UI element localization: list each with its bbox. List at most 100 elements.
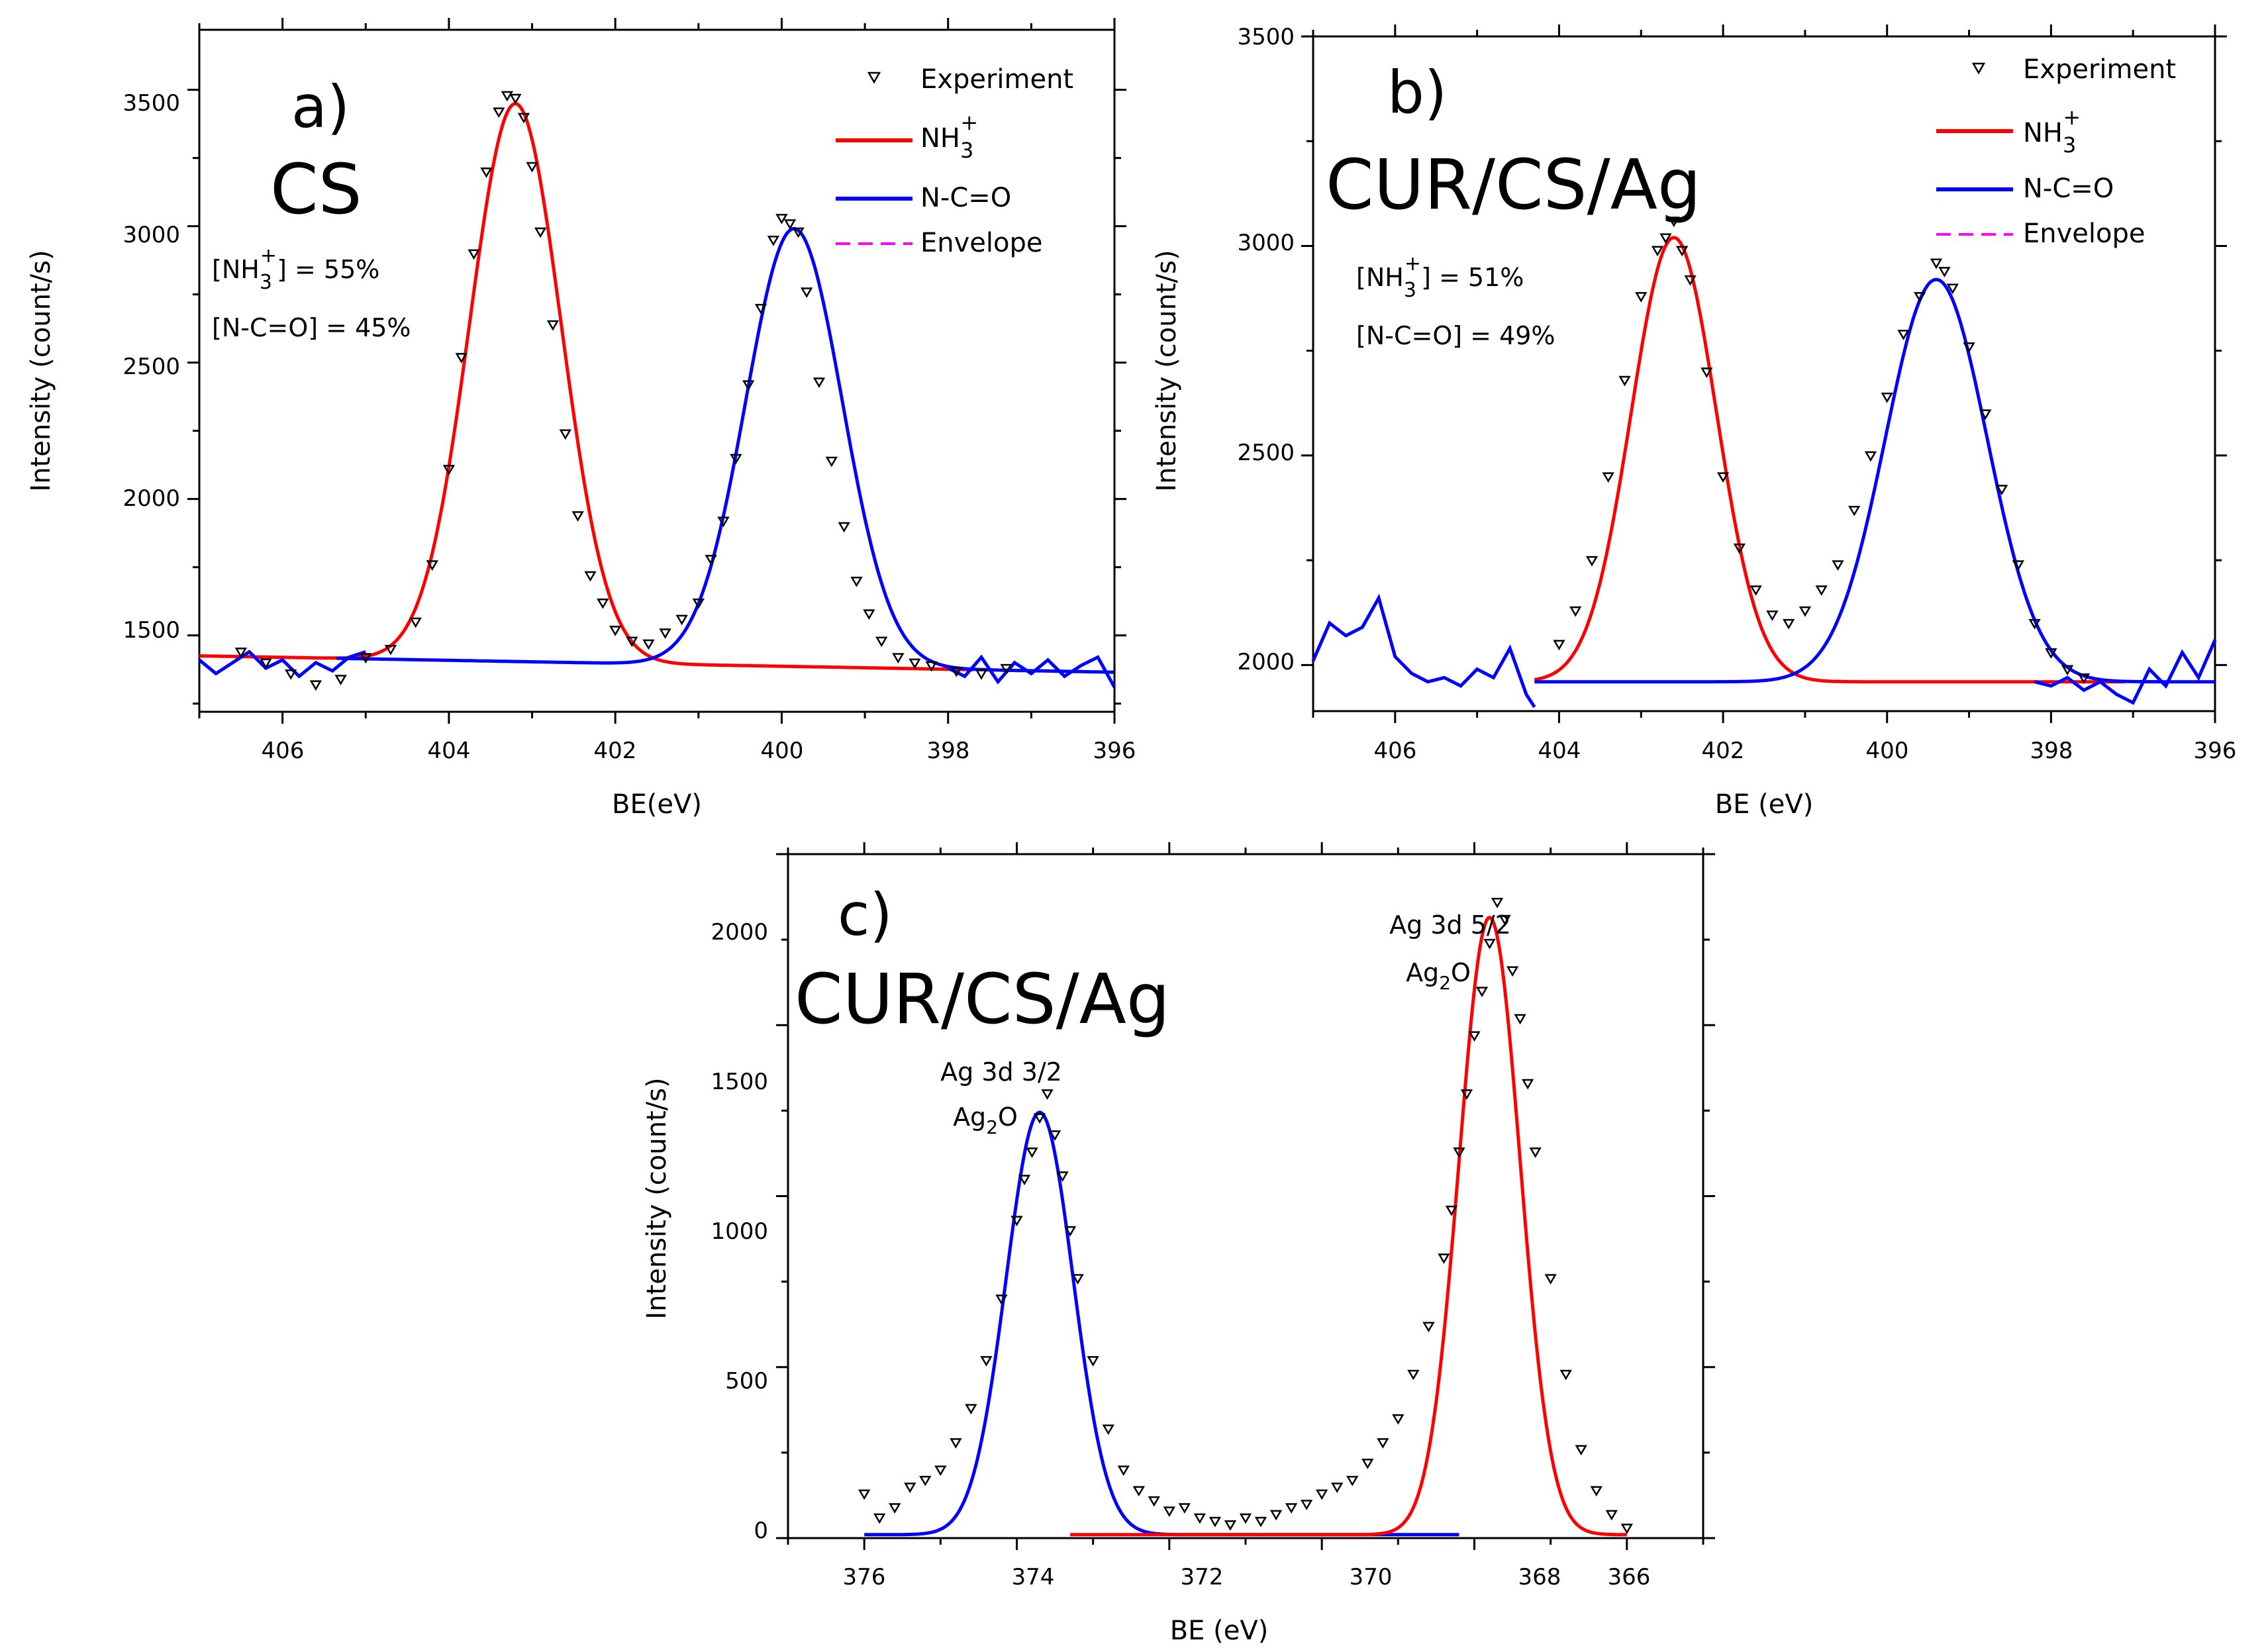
experiment-point [800,287,813,299]
experiment-point [309,680,322,691]
experiment-point [1445,1205,1458,1216]
experiment-point [1468,1031,1481,1042]
experiment-point [1285,1503,1298,1514]
annotation-ag3d32: Ag 3d 3/2 [940,1057,1062,1087]
experiment-point [792,227,805,238]
panel-letter: b) [1387,58,1447,126]
y-tick-label: 1500 [123,617,180,644]
experiment-point [850,576,863,587]
experiment-point [925,661,938,672]
experiment-point [1716,472,1730,483]
experiment-point [1163,1506,1176,1518]
experiment-point [1618,375,1631,387]
sample-label: CUR/CS/Ag [795,959,1170,1040]
legend-label-experiment: Experiment [2023,54,2176,85]
x-tick-label: 404 [428,738,471,764]
x-tick-label: 376 [843,1564,886,1590]
experiment-point [409,617,422,628]
panel-a: 406 404 402 400 398 396 1500 2000 2500 3… [26,18,1136,820]
fit-curve-nh3- [199,101,973,671]
experiment-point [1585,556,1599,567]
annotation-nh3-fraction: [NH3+] = 55% [212,244,379,294]
experiment-point [546,320,560,331]
experiment-point [1995,485,2008,496]
experiment-point [1377,1438,1389,1449]
experiment-point [1946,283,1959,295]
experiment-point [526,162,538,173]
experiment-point [360,653,372,664]
y-tick-label: 1000 [711,1218,768,1245]
panel-letter: c) [838,881,893,949]
legend-label-nco: N-C=O [920,183,1011,213]
x-tick-label: 368 [1518,1564,1561,1590]
experiment-point [1651,246,1664,257]
edge-trace [198,650,367,679]
experiment-point [493,107,505,119]
legend-label-experiment: Experiment [920,64,1073,95]
experiment-point [1300,1500,1313,1510]
experiment-point [1193,1513,1207,1524]
experiment-point [597,598,609,609]
experiment-point [1832,560,1844,571]
y-axis-label: Intensity (count/s) [642,1077,672,1319]
edge-trace [1311,593,1536,708]
experiment-point [889,1503,901,1514]
panel-b: 406 404 402 400 398 396 2000 2500 3000 3… [1152,24,2236,820]
experiment-point [626,636,638,648]
experiment-point [1701,367,1713,378]
experiment-point [975,669,988,680]
experiment-point [1514,1014,1526,1025]
annotation-ag3d52: Ag 3d 5/2 [1389,910,1511,940]
experiment-point [1559,1369,1572,1381]
x-tick-label: 398 [2030,738,2073,764]
experiment-point [1407,1369,1420,1381]
experiment-point [775,214,788,224]
plot-data [858,898,1634,1537]
x-tick-label: 400 [1866,738,1909,764]
legend: Experiment NH3+ N-C=O Envelope [1936,54,2176,249]
edge-trace [947,654,1116,689]
experiment-point [1676,246,1689,257]
y-tick-label: 3000 [1237,230,1295,256]
x-tick-label: 366 [1608,1564,1651,1590]
y-tick-label: 1500 [711,1069,768,1095]
y-tick-label: 2000 [123,485,180,512]
annotation-ag3d52-species: Ag2O [1406,958,1471,994]
experiment-point [909,658,921,669]
panel-c: 376 374 372 370 368 366 0 500 1000 1500 … [642,842,1715,1646]
experiment-point [1041,1089,1054,1100]
experiment-point [1224,1520,1237,1531]
experiment-point [919,1475,932,1486]
x-tick-label: 400 [761,738,804,764]
legend-label-nh3: NH3+ [2023,105,2081,158]
experiment-point [1000,663,1012,675]
experiment-point [584,571,597,582]
experiment-point [571,511,584,522]
experiment-point [1011,1216,1023,1227]
experiment-point [1063,1226,1077,1237]
experiment-point [1208,1516,1222,1528]
experiment-point [1346,1475,1359,1486]
plot-frame [198,28,1116,713]
annotation-nh3-fraction: [NH3+] = 51% [1356,252,1524,302]
experiment-point [1506,966,1519,977]
experiment-point [1331,1482,1344,1494]
tick-marks [1301,24,2227,723]
plot-frame [1312,35,2216,712]
experiment-point [1815,585,1828,596]
experiment-point [965,1404,977,1415]
x-axis-label: BE(eV) [612,789,702,820]
experiment-point [717,516,730,528]
experiment-point [260,658,272,669]
experiment-point [1881,393,1893,403]
x-tick-label: 396 [1093,738,1136,764]
experiment-point [1914,292,1926,303]
y-axis-label: Intensity (count/s) [26,250,56,491]
experiment-point [863,609,875,620]
experiment-point [1575,1445,1587,1456]
experiment-point [2077,673,2091,684]
experiment-point [1602,472,1614,483]
y-tick-label: 2500 [123,354,180,380]
experiment-point [1269,1510,1283,1521]
